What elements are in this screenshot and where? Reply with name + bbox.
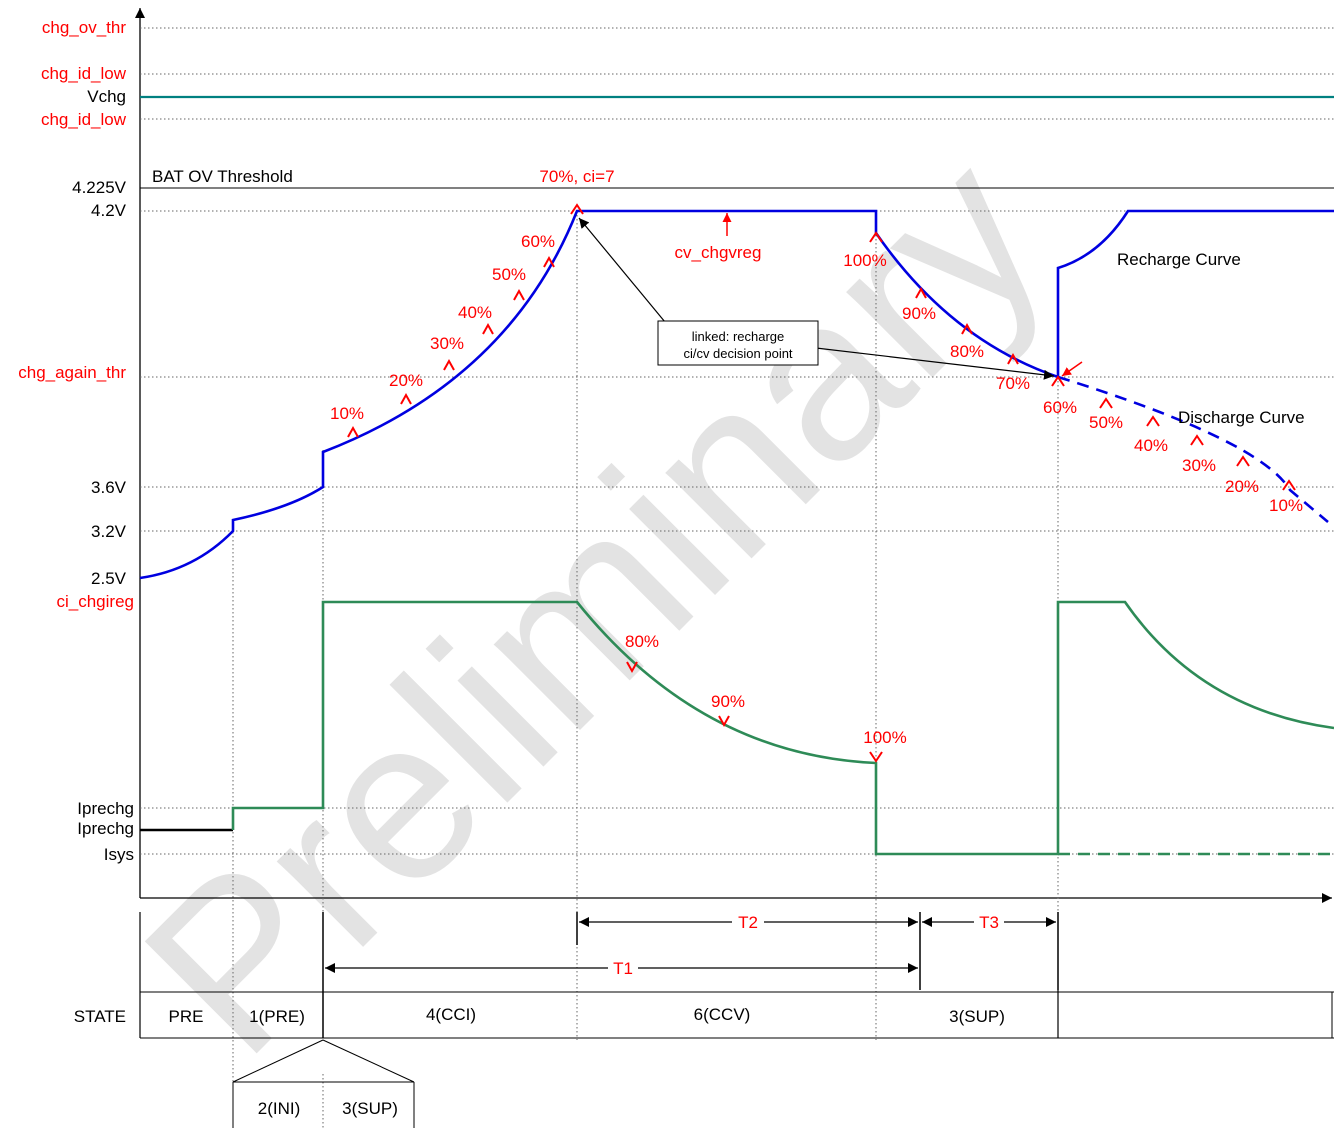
- state-row: STATE PRE 1(PRE) 4(CCI) 6(CCV) 3(SUP): [74, 990, 1334, 1039]
- voltage-charge-path: [139, 209, 1334, 580]
- state-pre-1: 1(PRE): [249, 1007, 305, 1026]
- label-isys: Isys: [104, 845, 134, 864]
- marker-cur-100: [869, 751, 883, 763]
- label-3-2v: 3.2V: [91, 522, 127, 541]
- callout-line-2: ci/cv decision point: [683, 346, 792, 361]
- t3-label: T3: [979, 913, 999, 932]
- discharge-curve-dashed: [1057, 375, 1329, 523]
- marker-cv-100: [869, 231, 883, 243]
- label-chg-id-low-bottom: chg_id_low: [41, 110, 127, 129]
- marker-cur-80: [626, 661, 638, 674]
- marker-20: [400, 392, 412, 405]
- state-pre: PRE: [169, 1007, 204, 1026]
- y-axis-labels: chg_ov_thr chg_id_low Vchg chg_id_low 4.…: [18, 18, 134, 864]
- current-charge-path: [231, 600, 1334, 856]
- state-ccv: 6(CCV): [694, 1005, 751, 1024]
- marker-dis-20: [1236, 455, 1250, 467]
- label-chg-again-thr: chg_again_thr: [18, 363, 126, 382]
- discharge-curve-label: Discharge Curve: [1178, 408, 1305, 427]
- dis-label-10: 10%: [1269, 496, 1303, 515]
- marker-dis-50: [1099, 397, 1113, 409]
- marker-10: [347, 425, 359, 438]
- marker-dis-40: [1146, 415, 1160, 427]
- label-chg-ov-thr: chg_ov_thr: [42, 18, 126, 37]
- current-curve: [140, 600, 1334, 856]
- state-cci: 4(CCI): [426, 1005, 476, 1024]
- sub-state-callout: [232, 1039, 415, 1128]
- cur-label-90: 90%: [711, 692, 745, 711]
- watermark: Preliminary: [96, 106, 1091, 1101]
- callout-arrow-right: [815, 347, 1055, 380]
- label-2-5v: 2.5V: [91, 569, 127, 588]
- timing-section: T2 T3 T1: [139, 912, 1059, 1038]
- sub-state-ini: 2(INI): [258, 1099, 301, 1118]
- callout-line-1: linked: recharge: [692, 329, 785, 344]
- label-iprechg-top: Iprechg: [77, 799, 134, 818]
- marker-cv-70: [1007, 352, 1019, 365]
- dis-label-60: 60%: [1043, 398, 1077, 417]
- charge-label-10: 10%: [330, 404, 364, 423]
- dis-label-20: 20%: [1225, 477, 1259, 496]
- state-sup: 3(SUP): [949, 1007, 1005, 1026]
- axes: [135, 8, 1332, 903]
- zoom-line-right: [322, 1039, 415, 1083]
- label-ci-chgireg: ci_chgireg: [57, 592, 135, 611]
- label-3-6v: 3.6V: [91, 478, 127, 497]
- t1-label: T1: [613, 959, 633, 978]
- dis-label-50: 50%: [1089, 413, 1123, 432]
- marker-cv-90: [915, 286, 927, 299]
- percent-labels: 10% 20% 30% 40% 50% 60% 100% 90% 80% 70%…: [330, 232, 1303, 747]
- cv-label-90: 90%: [902, 304, 936, 323]
- cur-label-100: 100%: [863, 728, 906, 747]
- dis-label-40: 40%: [1134, 436, 1168, 455]
- voltage-curve: [139, 209, 1334, 580]
- marker-dis-30: [1190, 434, 1204, 446]
- charge-label-60: 60%: [521, 232, 555, 251]
- callout-box: [657, 320, 819, 366]
- label-iprechg-bottom: Iprechg: [77, 819, 134, 838]
- charge-label-20: 20%: [389, 371, 423, 390]
- marker-dis-10: [1282, 479, 1296, 491]
- charge-label-50: 50%: [492, 265, 526, 284]
- label-4-2v: 4.2V: [91, 201, 127, 220]
- marker-70-peak: [570, 203, 584, 215]
- dis-label-30: 30%: [1182, 456, 1216, 475]
- charge-label-30: 30%: [430, 334, 464, 353]
- charge-label-40: 40%: [458, 303, 492, 322]
- label-chg-id-low-top: chg_id_low: [41, 64, 127, 83]
- marker-30: [443, 358, 455, 371]
- sub-state-sup: 3(SUP): [342, 1099, 398, 1118]
- recharge-curve-label: Recharge Curve: [1117, 250, 1241, 269]
- marker-dis-60: [1051, 375, 1065, 387]
- marker-60: [543, 255, 555, 268]
- t2-label: T2: [738, 913, 758, 932]
- marker-50: [513, 288, 525, 301]
- decision-point-arrow: [1061, 361, 1083, 377]
- label-vchg: Vchg: [87, 87, 126, 106]
- marker-cv-80: [961, 322, 973, 335]
- zoom-line-left: [232, 1039, 324, 1083]
- peak-label: 70%, ci=7: [539, 167, 614, 186]
- cv-label-100: 100%: [843, 251, 886, 270]
- marker-cur-90: [718, 715, 730, 728]
- state-header: STATE: [74, 1007, 126, 1026]
- cur-label-80: 80%: [625, 632, 659, 651]
- cv-chgvreg-label: cv_chgvreg: [675, 243, 762, 262]
- cv-label-70: 70%: [996, 374, 1030, 393]
- cv-label-80: 80%: [950, 342, 984, 361]
- label-4-225v: 4.225V: [72, 178, 127, 197]
- bat-ov-threshold-label: BAT OV Threshold: [152, 167, 293, 186]
- red-tick-markers: [347, 203, 1296, 763]
- callout-arrow-up: [578, 217, 666, 323]
- marker-40: [482, 322, 494, 335]
- linked-callout: linked: recharge ci/cv decision point: [578, 217, 1055, 380]
